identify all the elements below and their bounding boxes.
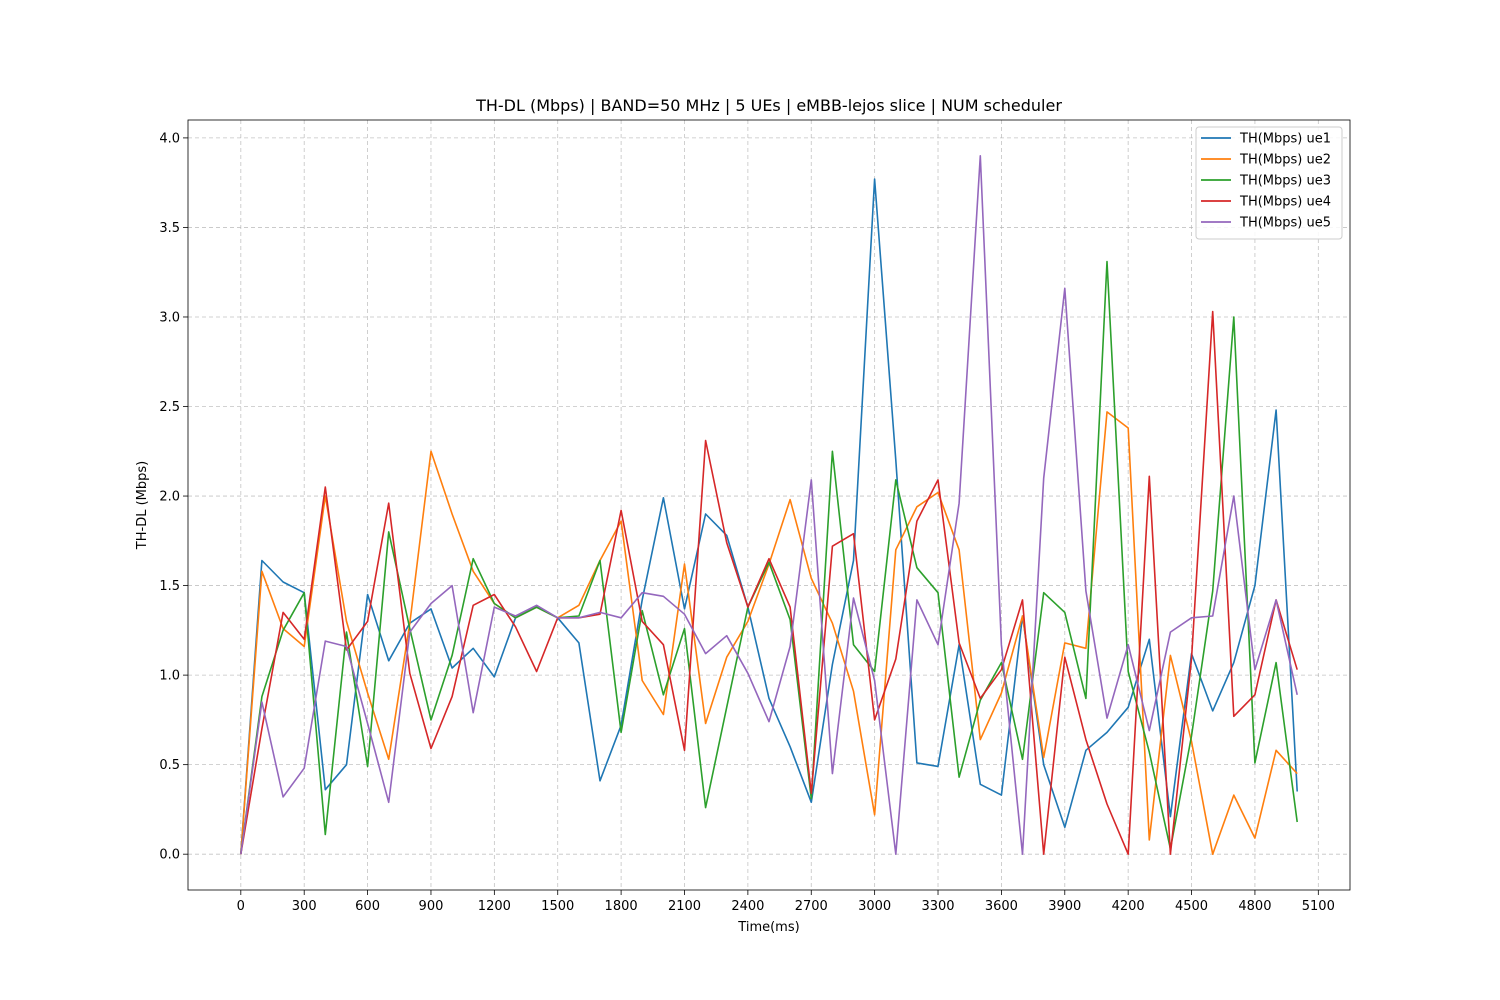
- x-tick-label: 3900: [1048, 899, 1081, 914]
- y-tick-label: 4.0: [159, 131, 180, 146]
- legend-label-ue4: TH(Mbps) ue4: [1239, 195, 1331, 210]
- legend: TH(Mbps) ue1 TH(Mbps) ue2 TH(Mbps) ue3 TH(M…: [1195, 126, 1343, 240]
- y-tick-label: 0.0: [159, 848, 180, 863]
- grid-lines: [188, 120, 1350, 890]
- series-line-ue5: [240, 155, 1298, 856]
- x-tick-label: 4500: [1175, 899, 1208, 914]
- x-tick-label: 0: [237, 899, 245, 914]
- series-line-ue3: [240, 260, 1298, 855]
- y-axis-ticks: 0.0 0.5 1.0 1.5 2.0 2.5 3.0 3.5 4.0: [159, 131, 188, 863]
- x-tick-label: 4800: [1238, 899, 1271, 914]
- x-tick-label: 1200: [478, 899, 511, 914]
- y-tick-label: 3.0: [159, 310, 180, 325]
- y-tick-label: 2.5: [159, 400, 180, 415]
- y-tick-label: 2.0: [159, 490, 180, 505]
- y-tick-label: 0.5: [159, 758, 180, 773]
- x-tick-label: 4200: [1112, 899, 1145, 914]
- y-axis-label: TH-DL (Mbps): [135, 461, 150, 550]
- x-tick-label: 3300: [921, 899, 954, 914]
- series-lines: [240, 155, 1298, 856]
- x-tick-label: 600: [355, 899, 380, 914]
- x-tick-label: 3000: [858, 899, 891, 914]
- legend-box: [1195, 126, 1343, 240]
- legend-label-ue2: TH(Mbps) ue2: [1239, 153, 1331, 168]
- x-tick-label: 1500: [541, 899, 574, 914]
- x-tick-label: 2100: [668, 899, 701, 914]
- series-line-ue4: [240, 310, 1298, 856]
- x-tick-label: 3600: [985, 899, 1018, 914]
- x-tick-label: 900: [419, 899, 444, 914]
- plot-frame: [187, 119, 1351, 891]
- y-tick-label: 1.5: [159, 579, 180, 594]
- x-tick-label: 5100: [1302, 899, 1335, 914]
- chart-title: TH-DL (Mbps) | BAND=50 MHz | 5 UEs | eMB…: [475, 96, 1062, 115]
- y-tick-label: 3.5: [159, 221, 180, 236]
- x-axis-label: Time(ms): [737, 920, 799, 935]
- x-tick-label: 1800: [605, 899, 638, 914]
- x-axis-ticks: 0 300 600 900 1200 1500 1800 2100 2400 2700 3000 33…: [237, 890, 1335, 914]
- legend-label-ue1: TH(Mbps) ue1: [1239, 132, 1331, 147]
- x-tick-label: 300: [292, 899, 317, 914]
- x-tick-label: 2400: [731, 899, 764, 914]
- legend-label-ue5: TH(Mbps) ue5: [1239, 216, 1331, 231]
- y-tick-label: 1.0: [159, 669, 180, 684]
- x-tick-label: 2700: [795, 899, 828, 914]
- series-line-ue1: [240, 178, 1298, 855]
- legend-label-ue3: TH(Mbps) ue3: [1239, 174, 1331, 189]
